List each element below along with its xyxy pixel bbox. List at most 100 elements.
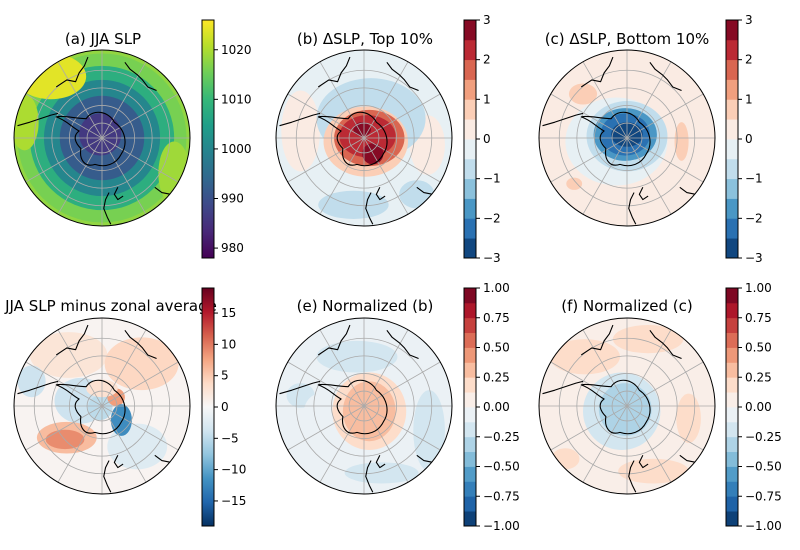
colorbar-segment xyxy=(726,317,738,334)
colorbar-tick-label: 1 xyxy=(483,92,491,106)
panel-title-b: (b) ΔSLP, Top 10% xyxy=(297,30,433,48)
map-e xyxy=(275,317,453,495)
colorbar-segment xyxy=(464,347,476,363)
coastlines xyxy=(279,56,441,225)
colorbar-segment xyxy=(726,139,738,160)
continent-coast xyxy=(279,380,321,395)
field-region xyxy=(342,381,396,442)
colorbar-segment xyxy=(464,407,476,423)
colorbar-segment xyxy=(464,59,476,80)
colorbar-tick-label: −1 xyxy=(745,172,763,186)
field-region xyxy=(551,448,580,470)
colorbar-tick-label: 1000 xyxy=(221,142,252,156)
colorbar-tick-label: 0.00 xyxy=(483,400,510,414)
colorbar-segment xyxy=(726,20,738,41)
colorbar-tick-label: −1.00 xyxy=(483,519,520,533)
graticule xyxy=(539,50,715,226)
colorbar-segment xyxy=(726,466,738,482)
colorbar-segment xyxy=(726,347,738,363)
colorbar-tick-label: −2 xyxy=(483,211,501,225)
continent-coast xyxy=(317,56,351,88)
colorbar-segment xyxy=(464,362,476,378)
field-region xyxy=(568,83,598,105)
field-4 xyxy=(276,318,452,494)
continent-coast xyxy=(103,192,112,225)
colorbar-segment xyxy=(464,332,476,348)
map-boundary xyxy=(275,49,453,227)
colorbar-tick-label: 5 xyxy=(221,369,229,383)
colorbar-segment xyxy=(726,288,738,304)
continent-coast xyxy=(113,455,124,469)
meridian-line xyxy=(550,93,704,183)
colorbar-e: −1.00 −0.75 −0.50 −0.25 0.00 0.25 0.50 0.75 1.00 xyxy=(463,281,520,533)
colorbar-tick-label: 0.25 xyxy=(745,370,772,384)
colorbar-tick-label: 0.00 xyxy=(745,400,772,414)
colorbar-tick-label: 980 xyxy=(221,241,244,255)
colorbar-segment xyxy=(726,198,738,219)
colorbar-tick-label: 0.50 xyxy=(483,341,510,355)
field-region xyxy=(29,332,108,378)
continent-coast xyxy=(542,380,584,395)
colorbar-tick-label: −0.75 xyxy=(483,489,520,503)
coastlines xyxy=(542,324,704,493)
graticule xyxy=(276,50,452,226)
field-region xyxy=(316,340,398,373)
field-0 xyxy=(14,50,190,226)
continent-coast xyxy=(628,192,637,225)
colorbar-tick-label: 1.00 xyxy=(745,281,772,295)
colorbar-segment xyxy=(464,451,476,467)
colorbar-segment xyxy=(726,392,738,408)
panel-title-d: (d) JJA SLP minus zonal average xyxy=(0,297,217,315)
field-region xyxy=(674,122,689,161)
colorbar-tick-label: 0 xyxy=(745,132,753,146)
colorbar-c: −3 −2 −1 0 1 2 3 xyxy=(725,13,763,265)
map-boundary xyxy=(538,49,716,227)
colorbar-gradient xyxy=(202,288,214,526)
colorbar-segment xyxy=(726,362,738,378)
map-b xyxy=(275,49,453,227)
colorbar-tick-label: 2 xyxy=(745,53,753,67)
colorbar-segment xyxy=(464,39,476,61)
map-f xyxy=(538,317,716,495)
panel-f: (f) Normalized (c) −1.00 −0.75 −0.50 −0.25 0… xyxy=(538,281,782,533)
panel-title-a: (a) JJA SLP xyxy=(65,30,141,48)
colorbar-tick-label: 1 xyxy=(745,92,753,106)
meridian-line xyxy=(550,361,704,451)
panel-e: (e) Normalized (b) −1.00 −0.75 −0.50 −0.25 0… xyxy=(275,281,520,533)
colorbar-segment xyxy=(464,377,476,393)
field-region xyxy=(17,365,46,398)
field-region xyxy=(676,393,701,443)
field-2 xyxy=(539,50,715,226)
colorbar-a: 980 990 1000 1010 1020 xyxy=(201,19,252,259)
colorbar-tick-label: 0 xyxy=(483,132,491,146)
colorbar-segment xyxy=(464,198,476,219)
colorbar-tick-label: −1.00 xyxy=(745,519,782,533)
colorbar-segment xyxy=(464,481,476,497)
coastlines xyxy=(17,324,179,493)
continent-coast xyxy=(55,324,89,356)
colorbar-tick-label: 15 xyxy=(221,306,236,320)
colorbar-segment xyxy=(726,79,738,100)
colorbar-f: −1.00 −0.75 −0.50 −0.25 0.00 0.25 0.50 0.75 1.00 xyxy=(725,281,782,533)
colorbar-segment xyxy=(464,238,476,259)
continent-coast xyxy=(124,61,157,91)
map-a xyxy=(13,49,191,227)
antarctica-coast xyxy=(55,379,126,435)
colorbar-segment xyxy=(726,99,738,120)
meridian-line xyxy=(287,93,441,183)
colorbar-segment xyxy=(726,178,738,199)
colorbar-segment xyxy=(464,178,476,199)
field-region xyxy=(549,339,620,375)
colorbar-tick-label: −0.50 xyxy=(745,460,782,474)
continent-coast xyxy=(17,112,59,127)
colorbar-segment xyxy=(464,302,476,319)
colorbar-frame xyxy=(201,19,215,259)
colorbar-tick-label: 3 xyxy=(483,13,491,27)
graticule xyxy=(539,318,715,494)
colorbar-segment xyxy=(464,218,476,239)
meridian-line xyxy=(25,93,179,183)
colorbar-tick-label: 1.00 xyxy=(483,281,510,295)
field-region xyxy=(399,180,435,209)
colorbar-tick-label: 3 xyxy=(745,13,753,27)
continent-coast xyxy=(113,187,124,201)
